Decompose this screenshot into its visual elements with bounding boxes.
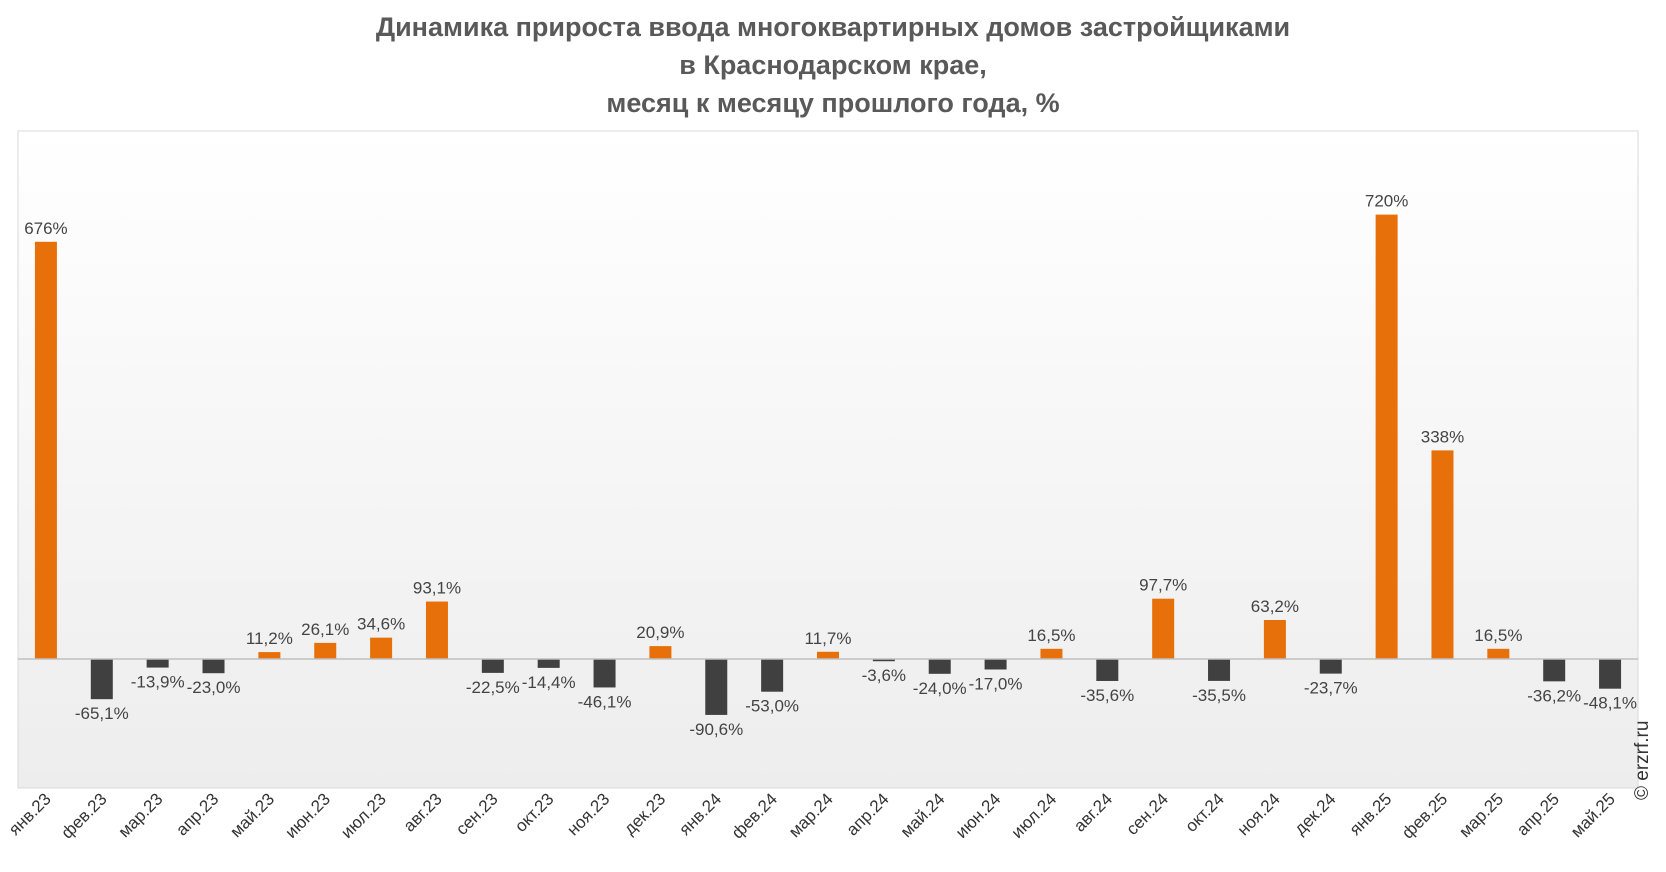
x-tick-label: авг.24 [1070,789,1116,835]
bar-ноя.24 [1263,619,1286,659]
data-label-фев.24: -53,0% [745,697,799,716]
x-tick-label: фев.24 [728,789,781,842]
data-label-фев.25: 338% [1421,427,1464,446]
bar-мар.24 [817,651,839,659]
x-tick-label: мар.23 [115,789,167,841]
data-label-янв.25: 720% [1365,192,1408,211]
chart-title-line-2: в Краснодарском крае, [679,50,987,80]
bar-янв.24 [705,659,728,715]
x-tick-label: май.24 [897,789,949,841]
bar-май.25 [1599,659,1622,689]
bar-апр.24 [872,659,895,662]
data-label-июн.24: -17,0% [969,674,1023,693]
x-tick-label: июн.23 [282,789,335,842]
bar-фев.23 [90,659,113,700]
data-label-ноя.24: 63,2% [1251,597,1299,616]
data-label-фев.23: -65,1% [75,704,129,723]
bar-окт.23 [537,659,560,668]
data-label-дек.23: 20,9% [636,623,684,642]
x-tick-label: сен.24 [1123,789,1172,838]
x-tick-label: дек.24 [1290,789,1339,838]
chart-title-line-1: Динамика прироста ввода многоквартирных … [375,12,1291,42]
x-tick-label: янв.23 [5,789,55,839]
data-label-сен.24: 97,7% [1139,576,1187,595]
x-tick-label: янв.24 [675,789,725,839]
x-tick-label: дек.23 [620,789,669,838]
plot-area [17,130,1639,789]
bar-май.24 [928,659,951,674]
data-label-авг.24: -35,6% [1080,686,1134,705]
bar-янв.25 [1375,214,1398,659]
bar-сен.24 [1152,598,1175,659]
chart-title-line-3: месяц к месяцу прошлого года, % [606,88,1060,118]
x-tick-label: окт.24 [1181,789,1227,835]
x-tick-label: сен.23 [452,789,501,838]
data-label-май.23: 11,2% [246,629,293,648]
x-tick-label: апр.24 [843,789,893,839]
data-label-май.25: -48,1% [1583,694,1637,713]
x-tick-label: июн.24 [952,789,1005,842]
data-label-апр.23: -23,0% [187,678,241,697]
x-tick-label: мар.25 [1455,789,1507,841]
data-label-мар.23: -13,9% [131,673,185,692]
x-tick-label: авг.23 [400,789,446,835]
x-tick-label: апр.25 [1513,789,1563,839]
x-tick-label: фев.25 [1398,789,1451,842]
x-tick-label: июл.23 [337,789,390,842]
data-label-июл.23: 34,6% [357,615,405,634]
x-tick-label: ноя.24 [1234,789,1284,839]
data-label-окт.24: -35,5% [1192,686,1246,705]
watermark: © erzrf.ru [1632,720,1653,800]
bar-сен.23 [481,659,504,673]
x-tick-label: окт.23 [511,789,557,835]
x-tick-label: мар.24 [785,789,837,841]
bar-фев.24 [761,659,784,692]
bar-апр.23 [202,659,225,674]
x-tick-label: фев.23 [58,789,111,842]
data-label-окт.23: -14,4% [522,673,576,692]
bar-янв.23 [34,241,57,659]
bar-июл.23 [370,637,393,659]
data-label-янв.23: 676% [24,219,67,238]
data-label-июл.24: 16,5% [1027,626,1075,645]
bar-мар.25 [1487,648,1510,659]
bar-дек.23 [649,646,672,659]
bar-июл.24 [1040,648,1063,659]
data-label-апр.24: -3,6% [862,666,906,685]
data-label-мар.24: 11,7% [805,629,852,648]
x-tick-label: ноя.23 [563,789,613,839]
chart-title: Динамика прироста ввода многоквартирных … [0,8,1666,122]
bar-фев.25 [1431,450,1454,659]
x-tick-label: май.23 [226,789,278,841]
data-label-июн.23: 26,1% [301,620,349,639]
bar-май.23 [258,652,281,659]
bar-авг.23 [425,601,448,659]
data-label-сен.23: -22,5% [466,678,520,697]
bar-авг.24 [1096,659,1119,681]
bar-мар.23 [146,659,169,668]
bar-июн.23 [314,642,337,659]
x-tick-label: янв.25 [1346,789,1396,839]
bar-июн.24 [984,659,1007,670]
data-label-апр.25: -36,2% [1527,686,1581,705]
data-label-май.24: -24,0% [913,679,967,698]
data-label-ноя.23: -46,1% [578,692,632,711]
x-tick-label: апр.23 [172,789,222,839]
data-label-дек.24: -23,7% [1304,679,1358,698]
x-tick-label: май.25 [1567,789,1619,841]
x-tick-label: июл.24 [1008,789,1061,842]
data-label-янв.24: -90,6% [689,720,743,739]
data-label-авг.23: 93,1% [413,579,461,598]
bar-апр.25 [1543,659,1566,682]
data-label-мар.25: 16,5% [1474,626,1522,645]
bar-ноя.23 [593,659,616,688]
bar-дек.24 [1319,659,1342,674]
bar-окт.24 [1208,659,1231,681]
